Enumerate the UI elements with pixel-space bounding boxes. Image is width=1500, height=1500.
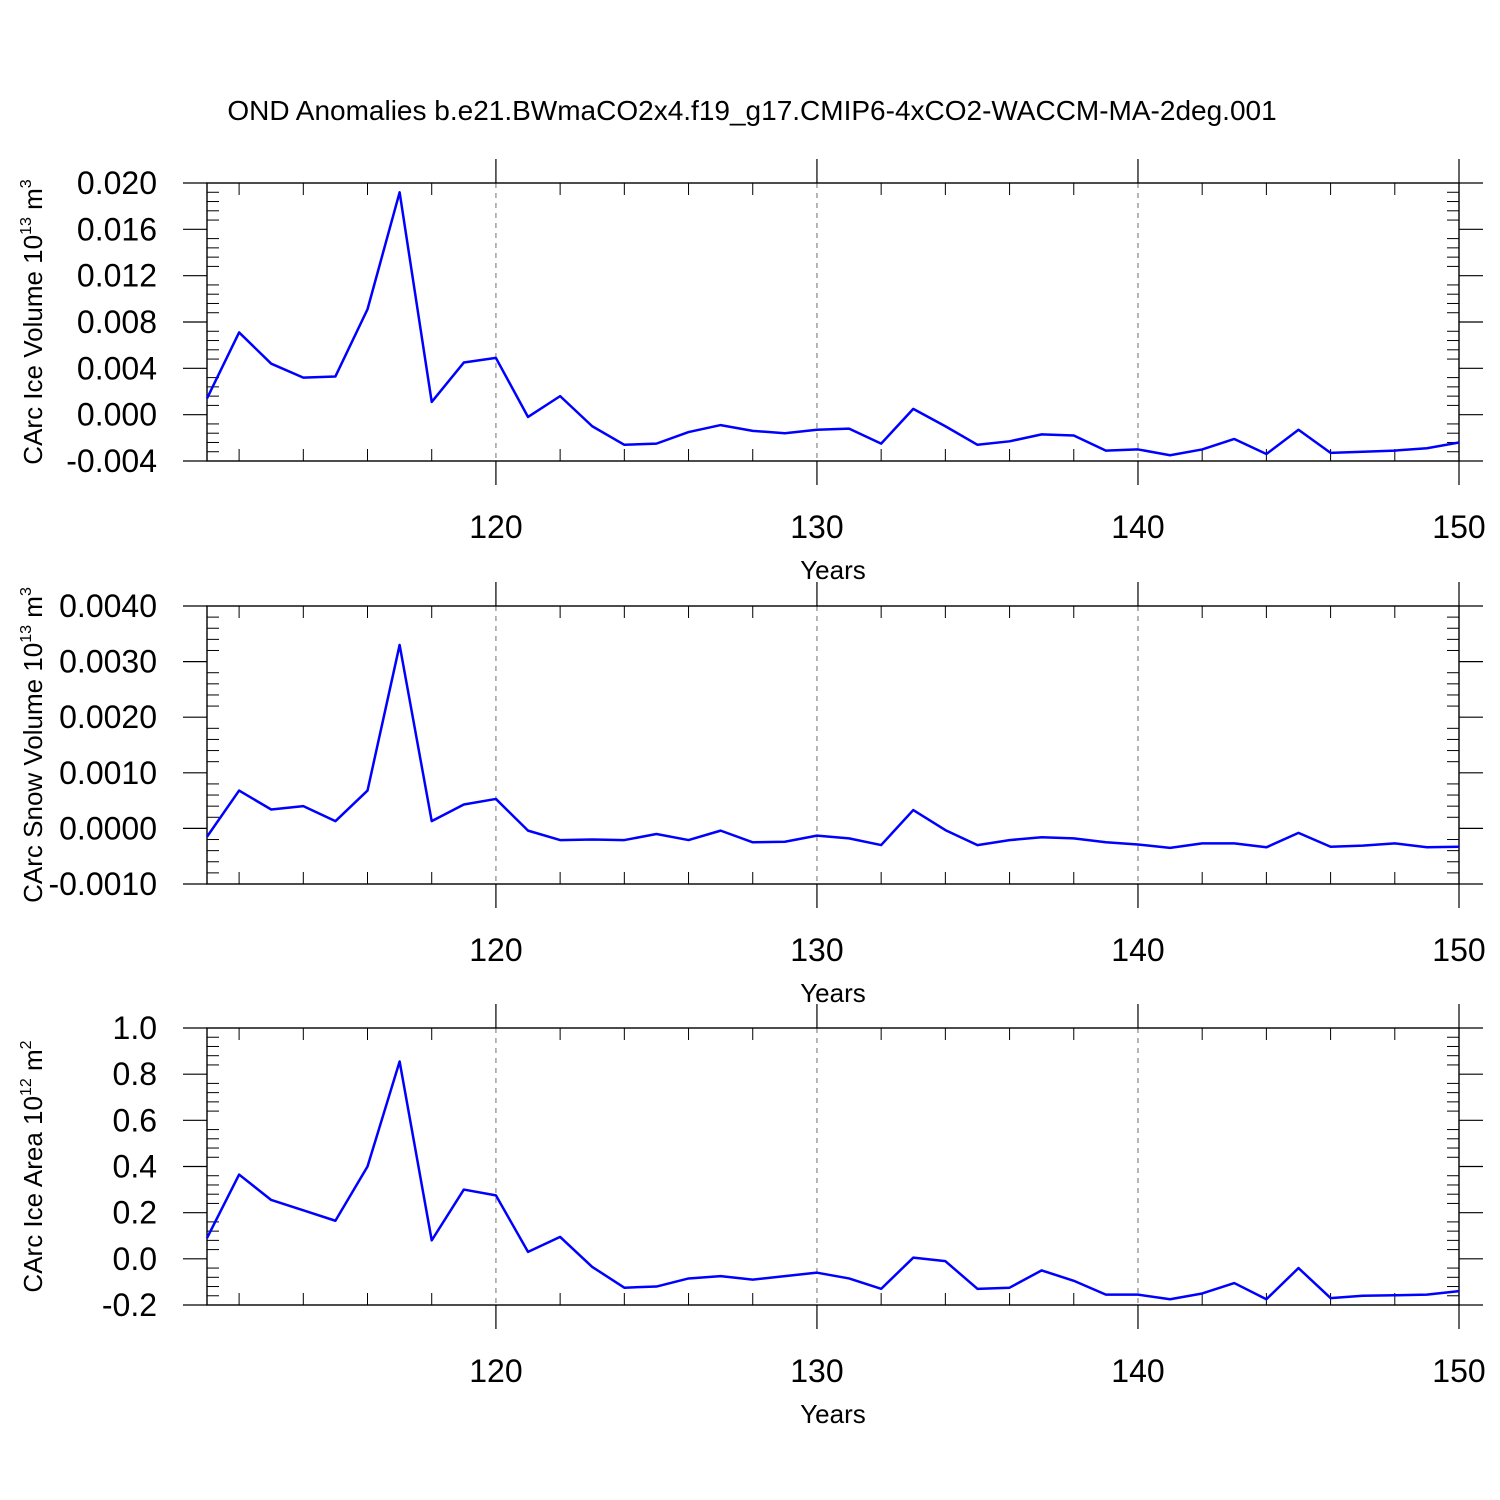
x-axis-label: Years <box>800 978 866 1008</box>
x-tick-label: 140 <box>1111 1353 1164 1389</box>
y-tick-label: 0.008 <box>77 304 157 340</box>
plot-frame <box>206 605 1460 885</box>
x-tick-label: 140 <box>1111 509 1164 545</box>
panel-3: -0.2 0.0 0.2 0.4 0.6 0.8 1.0 120 130 140 150 Years C… <box>18 1004 1486 1429</box>
series-line <box>205 1060 1460 1301</box>
y-tick-label: 0.012 <box>77 258 157 294</box>
y-axis-label-part: CArc Ice Area 10 <box>18 1096 48 1293</box>
y-tick-label: 0.004 <box>77 350 157 386</box>
y-axis-label-part: m <box>18 596 48 625</box>
y-tick-label: 0.6 <box>113 1102 157 1138</box>
y-tick-label: 0.0000 <box>59 810 157 846</box>
y-tick-label: 1.0 <box>113 1010 157 1046</box>
y-axis-label-part: CArc Ice Volume 10 <box>18 235 48 465</box>
panel-1: -0.004 0.000 0.004 0.008 0.012 0.016 0.020 120 1… <box>18 159 1486 585</box>
x-axis-label: Years <box>800 1399 866 1429</box>
y-tick-label: 0.0030 <box>59 644 157 680</box>
x-axis-label: Years <box>800 555 866 585</box>
y-axis-label-part: 3 <box>18 179 35 188</box>
x-tick-label: 120 <box>469 1353 522 1389</box>
y-tick-label: -0.2 <box>102 1287 157 1323</box>
y-axis-label-part: 12 <box>18 1078 35 1096</box>
y-tick-label: 0.4 <box>113 1149 157 1185</box>
plot-frame <box>206 182 1460 462</box>
y-tick-label: 0.0 <box>113 1241 157 1277</box>
y-axis-label-part: m <box>18 1049 48 1078</box>
y-tick-label: 0.2 <box>113 1195 157 1231</box>
x-tick-label: 140 <box>1111 932 1164 968</box>
y-axis-label-part: 3 <box>18 587 35 596</box>
y-axis-label: CArc Ice Area 1012 m2 <box>18 1040 48 1292</box>
x-tick-label: 120 <box>469 509 522 545</box>
x-tick-label: 130 <box>790 932 843 968</box>
y-tick-label: 0.000 <box>77 397 157 433</box>
y-axis-label-part: CArc Snow Volume 10 <box>18 643 48 903</box>
y-tick-label: 0.0040 <box>59 588 157 624</box>
panel-2: -0.0010 0.0000 0.0010 0.0020 0.0030 0.0040 120… <box>18 582 1486 1008</box>
x-tick-label: 150 <box>1432 1353 1485 1389</box>
series-line <box>205 191 1460 457</box>
y-axis-label-part: 2 <box>18 1040 35 1049</box>
x-tick-label: 150 <box>1432 932 1485 968</box>
y-tick-label: 0.0020 <box>59 699 157 735</box>
y-axis-label: CArc Ice Volume 1013 m3 <box>18 179 48 464</box>
x-tick-label: 130 <box>790 1353 843 1389</box>
y-axis-label-part: 13 <box>18 625 35 643</box>
y-tick-label: 0.0010 <box>59 755 157 791</box>
y-axis-label: CArc Snow Volume 1013 m3 <box>18 587 48 903</box>
y-axis-label-part: 13 <box>18 217 35 235</box>
x-tick-label: 120 <box>469 932 522 968</box>
y-tick-label: -0.0010 <box>48 866 157 902</box>
y-tick-label: -0.004 <box>66 443 157 479</box>
x-tick-label: 130 <box>790 509 843 545</box>
y-tick-label: 0.016 <box>77 211 157 247</box>
x-tick-label: 150 <box>1432 509 1485 545</box>
y-axis-label-part: m <box>18 188 48 217</box>
series-line <box>205 643 1460 850</box>
y-tick-label: 0.020 <box>77 165 157 201</box>
y-tick-label: 0.8 <box>113 1056 157 1092</box>
chart-title: OND Anomalies b.e21.BWmaCO2x4.f19_g17.CM… <box>227 95 1276 126</box>
plot-frame <box>206 1027 1460 1306</box>
